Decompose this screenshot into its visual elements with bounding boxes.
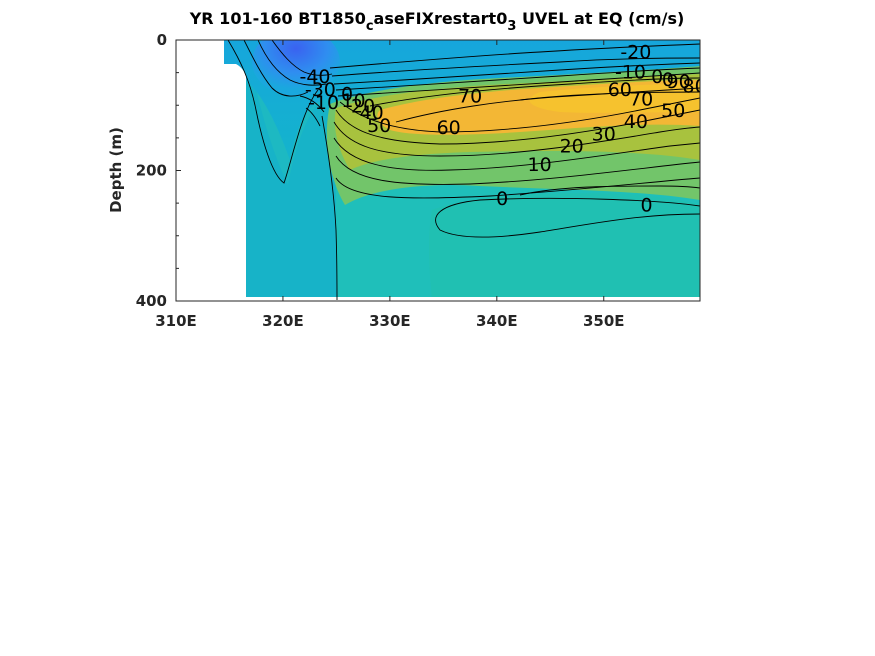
title-sub-2: 3 (507, 19, 516, 34)
contour-label: 20 (560, 136, 584, 158)
contour-label: 0 (341, 84, 353, 106)
contour-line (329, 43, 700, 69)
contour-line (331, 57, 700, 77)
contour-lines (227, 40, 700, 301)
contour-label: 0 (496, 188, 508, 210)
field-surface-westward (224, 40, 700, 160)
contour-label: 0 (662, 69, 674, 91)
field-deep-return (429, 193, 700, 300)
contour-label: 30 (592, 123, 616, 145)
contour-label: -10 (615, 61, 646, 83)
contour-label: -20 (620, 42, 651, 64)
field-trough (246, 60, 338, 300)
title-tail: UVEL at EQ (cm/s) (516, 9, 684, 28)
land-mask-bottom (176, 297, 700, 301)
y-axis-label: Depth (m) (107, 127, 125, 213)
x-tick-label: 340E (476, 312, 518, 330)
contour-line (243, 40, 309, 97)
contour-line (333, 121, 700, 157)
x-tick-label: 320E (262, 312, 304, 330)
contour-line (519, 91, 700, 101)
y-axis: 0 200 400 (136, 31, 181, 310)
contour-line (333, 137, 700, 171)
contour-line (335, 67, 700, 91)
x-tick-label: 350E (583, 312, 625, 330)
title-sub-1: c (366, 19, 374, 34)
contour-label: 90 (667, 71, 691, 93)
contour-label: 60 (437, 117, 461, 139)
contour-label: 10 (341, 90, 365, 112)
contour-line (227, 40, 319, 184)
y-tick-label: 400 (136, 292, 167, 310)
contour-label: 70 (458, 85, 482, 107)
contour-label: 70 (629, 89, 653, 111)
contour-label: 50 (367, 115, 391, 137)
contour-line (395, 87, 700, 123)
contour-line (339, 97, 700, 133)
contour-line (299, 95, 325, 113)
contour-line (519, 185, 700, 196)
contour-label: 0 (651, 66, 663, 88)
contour-label: 10 (527, 154, 551, 176)
x-axis: 310E 320E 330E 340E 350E (155, 40, 625, 330)
contour-line (337, 72, 700, 97)
contour-label: 60 (608, 79, 632, 101)
contour-line (335, 109, 700, 145)
contour-line (257, 40, 327, 86)
chart-title: YR 101-160 BT1850caseFIXrestart03 UVEL a… (189, 9, 685, 34)
land-mask-west (176, 40, 246, 300)
contour-label: 50 (661, 100, 685, 122)
contour-label: 40 (360, 102, 384, 124)
contour-line (335, 177, 700, 199)
field-westward-core (252, 40, 340, 96)
x-tick-label: 310E (155, 312, 197, 330)
contour-label: -30 (305, 79, 336, 101)
title-main: YR 101-160 BT1850 (189, 9, 366, 28)
y-tick-label: 200 (136, 162, 167, 180)
contour-label: 0 (640, 194, 652, 216)
contour-label: 80 (683, 76, 707, 98)
contour-line (305, 107, 321, 127)
contour-label: 20 (351, 95, 375, 117)
title-mid: aseFIXrestart0 (374, 9, 508, 28)
contour-line (369, 77, 700, 107)
contour-line (435, 197, 700, 238)
contour-line (271, 40, 333, 76)
y-tick-label: 0 (157, 31, 167, 49)
contour-line (333, 62, 700, 85)
contour-label: -10 (308, 92, 339, 114)
x-tick-label: 330E (369, 312, 411, 330)
contour-label: -40 (299, 66, 330, 88)
field-undercurrent-peak (529, 84, 700, 113)
contour-line (335, 155, 700, 185)
contour-line (321, 115, 338, 301)
contour-label: 40 (624, 111, 648, 133)
